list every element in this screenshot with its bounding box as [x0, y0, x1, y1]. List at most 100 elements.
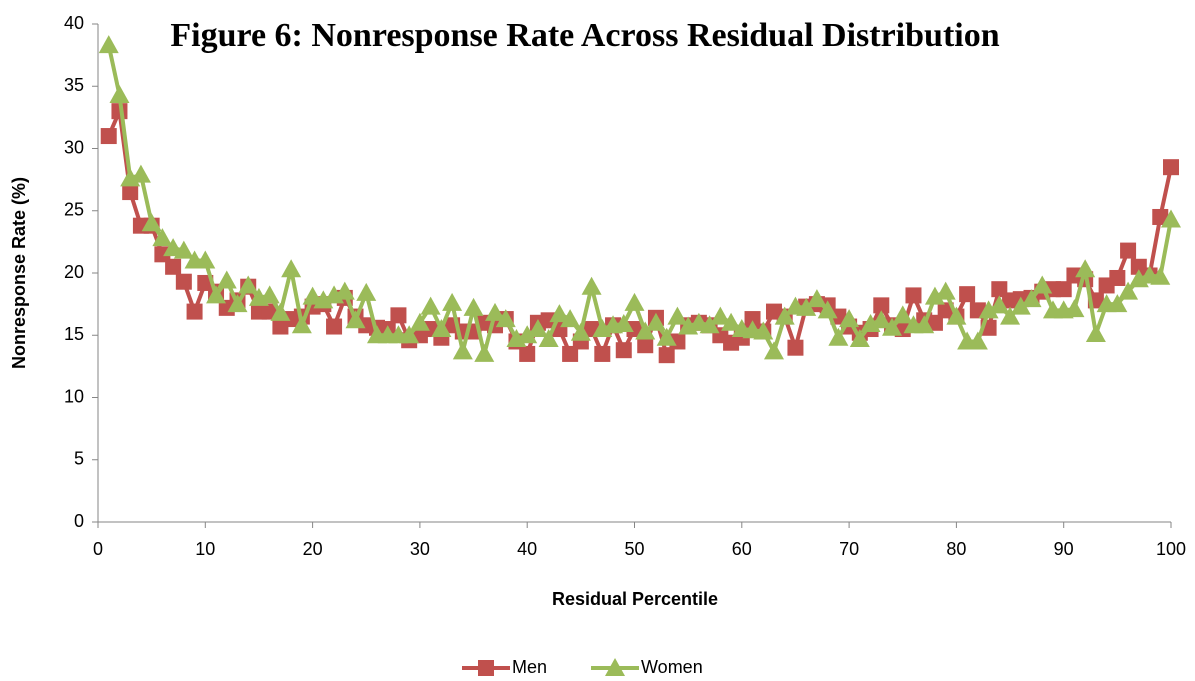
- marker: [216, 270, 237, 289]
- marker: [1055, 281, 1072, 298]
- chart-title: Figure 6: Nonresponse Rate Across Residu…: [170, 17, 999, 54]
- marker: [989, 295, 1010, 314]
- marker: [581, 276, 602, 295]
- marker: [624, 292, 645, 311]
- marker: [763, 341, 784, 360]
- marker: [926, 314, 943, 331]
- marker: [849, 328, 870, 347]
- marker: [186, 303, 203, 320]
- y-tick-label: 15: [64, 324, 84, 344]
- x-tick-label: 90: [1054, 539, 1074, 559]
- marker: [227, 294, 248, 313]
- marker: [1152, 208, 1169, 225]
- marker: [173, 240, 194, 259]
- marker: [452, 341, 473, 360]
- marker: [495, 309, 516, 328]
- marker: [431, 319, 452, 338]
- marker: [527, 319, 548, 338]
- marker: [517, 325, 538, 344]
- marker: [626, 321, 643, 338]
- marker: [1010, 296, 1031, 315]
- y-tick-label: 25: [64, 200, 84, 220]
- marker: [549, 304, 570, 323]
- marker: [206, 285, 227, 304]
- marker: [658, 347, 675, 364]
- x-tick-label: 100: [1156, 539, 1186, 559]
- marker: [1075, 259, 1096, 278]
- marker: [978, 300, 999, 319]
- marker: [1107, 294, 1128, 313]
- marker: [442, 292, 463, 311]
- marker: [165, 258, 182, 275]
- marker: [796, 297, 817, 316]
- marker: [1161, 209, 1181, 228]
- marker: [1150, 266, 1171, 285]
- x-tick-label: 0: [93, 539, 103, 559]
- marker: [914, 315, 935, 334]
- marker: [485, 302, 506, 321]
- marker: [302, 286, 323, 305]
- marker: [828, 327, 849, 346]
- marker: [924, 286, 945, 305]
- marker: [635, 321, 656, 340]
- marker: [1085, 324, 1106, 343]
- y-tick-label: 35: [64, 75, 84, 95]
- x-tick-label: 50: [624, 539, 644, 559]
- marker: [562, 345, 579, 362]
- marker: [871, 310, 892, 329]
- marker: [753, 321, 774, 340]
- legend-label: Women: [641, 657, 703, 677]
- y-tick-label: 0: [74, 511, 84, 531]
- x-tick-label: 20: [303, 539, 323, 559]
- marker: [817, 300, 838, 319]
- marker: [345, 310, 366, 329]
- x-axis-title: Residual Percentile: [552, 589, 718, 609]
- x-tick-label: 80: [946, 539, 966, 559]
- y-tick-label: 10: [64, 386, 84, 406]
- marker: [152, 228, 173, 247]
- marker: [141, 213, 162, 232]
- marker: [774, 306, 795, 325]
- marker: [615, 342, 632, 359]
- y-tick-label: 30: [64, 137, 84, 157]
- marker: [1118, 281, 1139, 300]
- marker: [839, 309, 860, 328]
- marker: [787, 339, 804, 356]
- marker: [1032, 275, 1053, 294]
- marker: [645, 312, 666, 331]
- marker: [935, 281, 956, 300]
- marker: [291, 315, 312, 334]
- y-tick-label: 40: [64, 13, 84, 33]
- marker: [1064, 299, 1085, 318]
- marker: [892, 305, 913, 324]
- marker: [195, 250, 216, 269]
- marker: [399, 325, 420, 344]
- marker: [721, 312, 742, 331]
- marker: [122, 184, 139, 201]
- marker: [1120, 242, 1137, 259]
- marker: [538, 328, 559, 347]
- marker: [420, 296, 441, 315]
- marker: [946, 306, 967, 325]
- marker: [1109, 269, 1126, 286]
- marker: [967, 331, 988, 350]
- marker: [710, 306, 731, 325]
- marker: [882, 317, 903, 336]
- marker: [873, 297, 890, 314]
- y-axis-title: Nonresponse Rate (%): [9, 177, 29, 369]
- x-tick-label: 30: [410, 539, 430, 559]
- marker: [130, 164, 151, 183]
- marker: [613, 314, 634, 333]
- marker: [637, 337, 654, 354]
- legend-marker: [478, 660, 494, 676]
- marker: [594, 345, 611, 362]
- marker: [667, 306, 688, 325]
- marker: [175, 273, 192, 290]
- y-tick-label: 5: [74, 449, 84, 469]
- x-tick-label: 10: [195, 539, 215, 559]
- legend-marker: [605, 658, 626, 676]
- marker: [238, 275, 259, 294]
- x-tick-label: 40: [517, 539, 537, 559]
- marker: [390, 307, 407, 324]
- marker: [474, 343, 495, 362]
